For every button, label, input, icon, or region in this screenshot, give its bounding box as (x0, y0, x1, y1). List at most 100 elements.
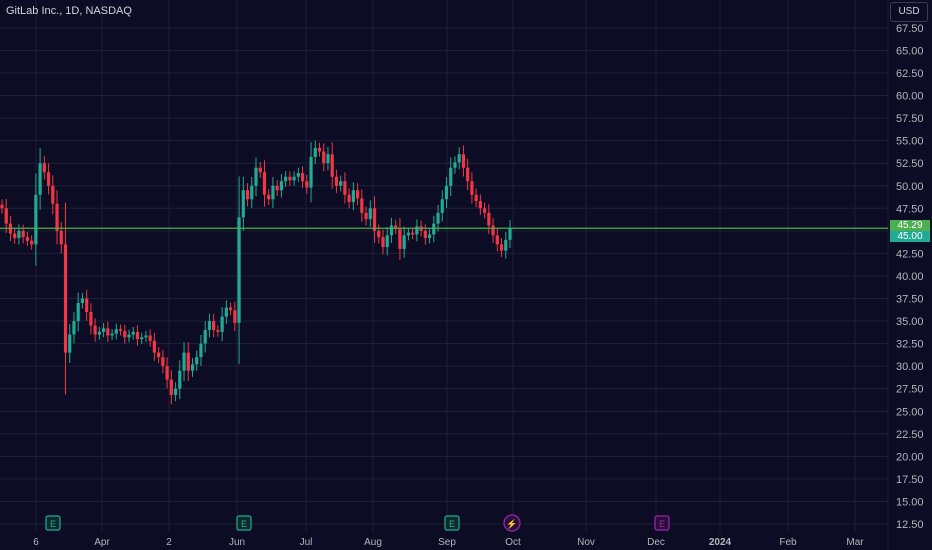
candle-body (478, 201, 482, 209)
y-tick-label: 22.50 (896, 429, 924, 441)
candle-body (351, 190, 355, 202)
candle-body (34, 194, 38, 245)
candle-body (148, 335, 152, 341)
candle-body (499, 244, 504, 251)
candle-body (368, 208, 372, 220)
candle-body (258, 167, 262, 173)
x-tick-label: 2 (166, 537, 172, 548)
candle-body (305, 181, 309, 188)
y-tick-label: 17.50 (896, 474, 924, 486)
candle-body (347, 194, 351, 202)
candle-body (398, 229, 402, 249)
earnings-icon (45, 515, 61, 531)
candle-body (360, 198, 364, 213)
y-tick-label: 32.50 (896, 339, 924, 351)
y-tick-label: 47.50 (896, 203, 924, 215)
y-tick-label: 30.00 (896, 361, 924, 373)
candle-body (68, 334, 72, 353)
candle-body (97, 331, 101, 335)
y-tick-label: 65.00 (896, 45, 924, 57)
candle-body (330, 154, 334, 177)
y-tick-label: 12.50 (896, 519, 924, 531)
candle-body (326, 154, 330, 164)
x-tick-label: Mar (846, 537, 864, 548)
candle-body (165, 366, 169, 380)
candle-body (110, 333, 114, 336)
candle-body (199, 343, 203, 358)
candle-body (288, 176, 292, 181)
y-tick-label: 25.00 (896, 406, 924, 418)
candle-body (30, 240, 34, 245)
earnings-icon-label: E (659, 519, 665, 529)
candle-body (0, 204, 4, 209)
x-tick-label: Jul (300, 537, 313, 548)
candle-body (114, 329, 118, 334)
candle-body (444, 185, 449, 200)
candle-body (300, 173, 305, 182)
x-tick-label: Oct (505, 537, 521, 548)
last-price-label: 45.29 (890, 220, 930, 232)
currency-button[interactable]: USD (890, 2, 928, 22)
y-tick-label: 40.00 (896, 271, 924, 283)
x-tick-label: Jun (229, 537, 245, 548)
candle-body (483, 208, 487, 213)
candle-body (241, 190, 245, 218)
candle-body (17, 230, 21, 239)
candle-body (449, 167, 453, 186)
candle-body (51, 185, 55, 204)
candle-body (440, 199, 444, 213)
candle-body (474, 194, 478, 202)
candle-body (508, 228, 512, 240)
candle-body (487, 212, 491, 226)
candle-body (262, 172, 267, 195)
candle-body (334, 176, 339, 186)
candle-body (76, 303, 80, 322)
candle-body (292, 176, 296, 181)
candle-body (427, 234, 432, 239)
candle-body (423, 230, 427, 239)
candle-body (322, 151, 326, 164)
y-tick-label: 27.50 (896, 384, 924, 396)
y-tick-label: 37.50 (896, 294, 924, 306)
candle-body (106, 328, 110, 336)
earnings-icon (444, 515, 460, 531)
candle-body (93, 325, 97, 335)
candle-body (385, 235, 389, 248)
candle-body (470, 181, 474, 195)
y-tick-label: 60.00 (896, 91, 924, 103)
earnings-icon-label: E (449, 519, 455, 529)
candle-body (356, 190, 360, 199)
candle-body (42, 163, 46, 173)
y-tick-label: 57.50 (896, 113, 924, 125)
candle-body (131, 331, 135, 335)
candle-body (275, 185, 279, 191)
candle-body (80, 298, 85, 304)
candle-body (102, 328, 106, 332)
candle-body (461, 154, 466, 168)
y-tick-label: 20.00 (896, 451, 924, 463)
candle-body (216, 330, 220, 332)
candle-body (453, 162, 457, 168)
candle-body (157, 352, 161, 358)
candle-body (381, 237, 385, 248)
x-tick-label: Nov (577, 537, 595, 548)
candle-body (127, 334, 131, 338)
symbol-title[interactable]: GitLab Inc., 1D, NASDAQ (6, 5, 132, 17)
x-tick-label: Feb (779, 537, 797, 548)
candle-body (89, 312, 93, 326)
candle-body (173, 388, 178, 396)
split-icon-label: ⚡ (506, 518, 517, 530)
candle-body (495, 235, 499, 245)
candle-body (144, 335, 148, 338)
candle-body (169, 379, 173, 396)
candle-body (207, 321, 212, 331)
candle-body (190, 364, 195, 371)
candle-body (250, 185, 254, 200)
split-icon (503, 514, 521, 532)
candle-body (309, 156, 313, 188)
candle-body (25, 237, 29, 241)
earnings-icon (654, 515, 670, 531)
candle-body (267, 194, 271, 200)
